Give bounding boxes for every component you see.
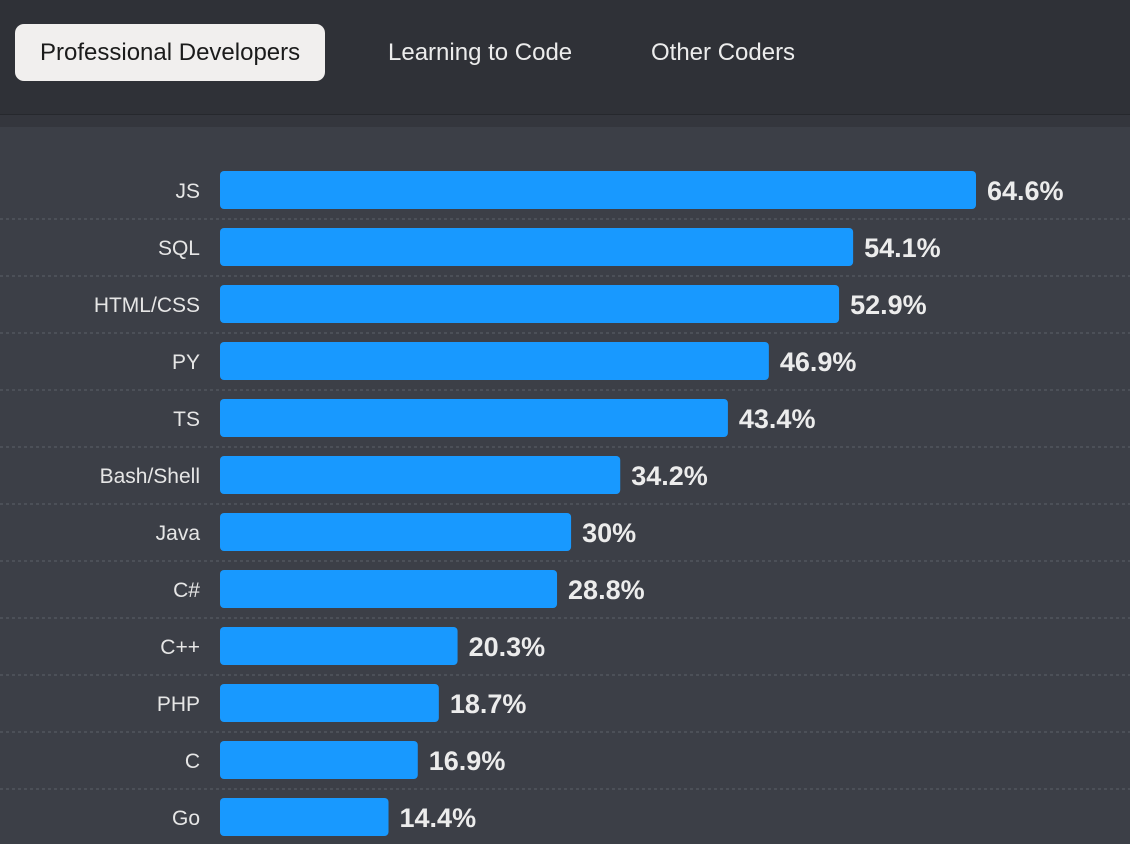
category-label-go: Go [172,807,200,830]
bar-ts [220,399,728,437]
category-label-py: PY [172,351,200,374]
tab-other-coders[interactable]: Other Coders [651,39,796,66]
bar-c [220,741,418,779]
value-label-c: 16.9% [429,746,506,776]
category-label-c: C# [173,579,200,602]
tab-bar-divider [0,115,1130,127]
language-bar-chart: JS 64.6% SQL 54.1% HTML/CSS 52.9% PY 46.9% TS 43.… [0,171,1130,836]
value-label-go: 14.4% [400,803,477,833]
category-label-java: Java [156,522,201,545]
bar-js [220,171,976,209]
value-label-html-css: 52.9% [850,290,927,320]
tab-professional-developers[interactable]: Professional Developers [15,24,326,81]
bar-go [220,798,389,836]
value-label-js: 64.6% [987,176,1064,206]
value-label-java: 30% [582,518,636,548]
bar-bash-shell [220,456,621,494]
value-label-bash-shell: 34.2% [631,461,708,491]
bar-sql [220,228,854,266]
bar-java [220,513,572,551]
category-label-js: JS [175,180,200,203]
category-label-c: C [185,750,200,773]
bar-c [220,627,458,665]
value-label-c: 20.3% [469,632,546,662]
tab-bar: Professional Developers Learning to Code… [0,0,1130,115]
category-label-sql: SQL [158,237,200,260]
category-label-c: C++ [160,636,200,659]
bar-c [220,570,558,608]
value-label-sql: 54.1% [864,233,941,263]
value-label-c: 28.8% [568,575,645,605]
bar-html-css [220,285,840,323]
category-label-php: PHP [157,693,200,716]
category-label-bash-shell: Bash/Shell [100,465,200,488]
category-label-ts: TS [173,408,200,431]
value-label-ts: 43.4% [739,404,816,434]
value-label-php: 18.7% [450,689,527,719]
category-label-html-css: HTML/CSS [94,294,200,317]
bar-php [220,684,439,722]
tab-learning-to-code[interactable]: Learning to Code [388,39,573,66]
bar-py [220,342,769,380]
value-label-py: 46.9% [780,347,857,377]
